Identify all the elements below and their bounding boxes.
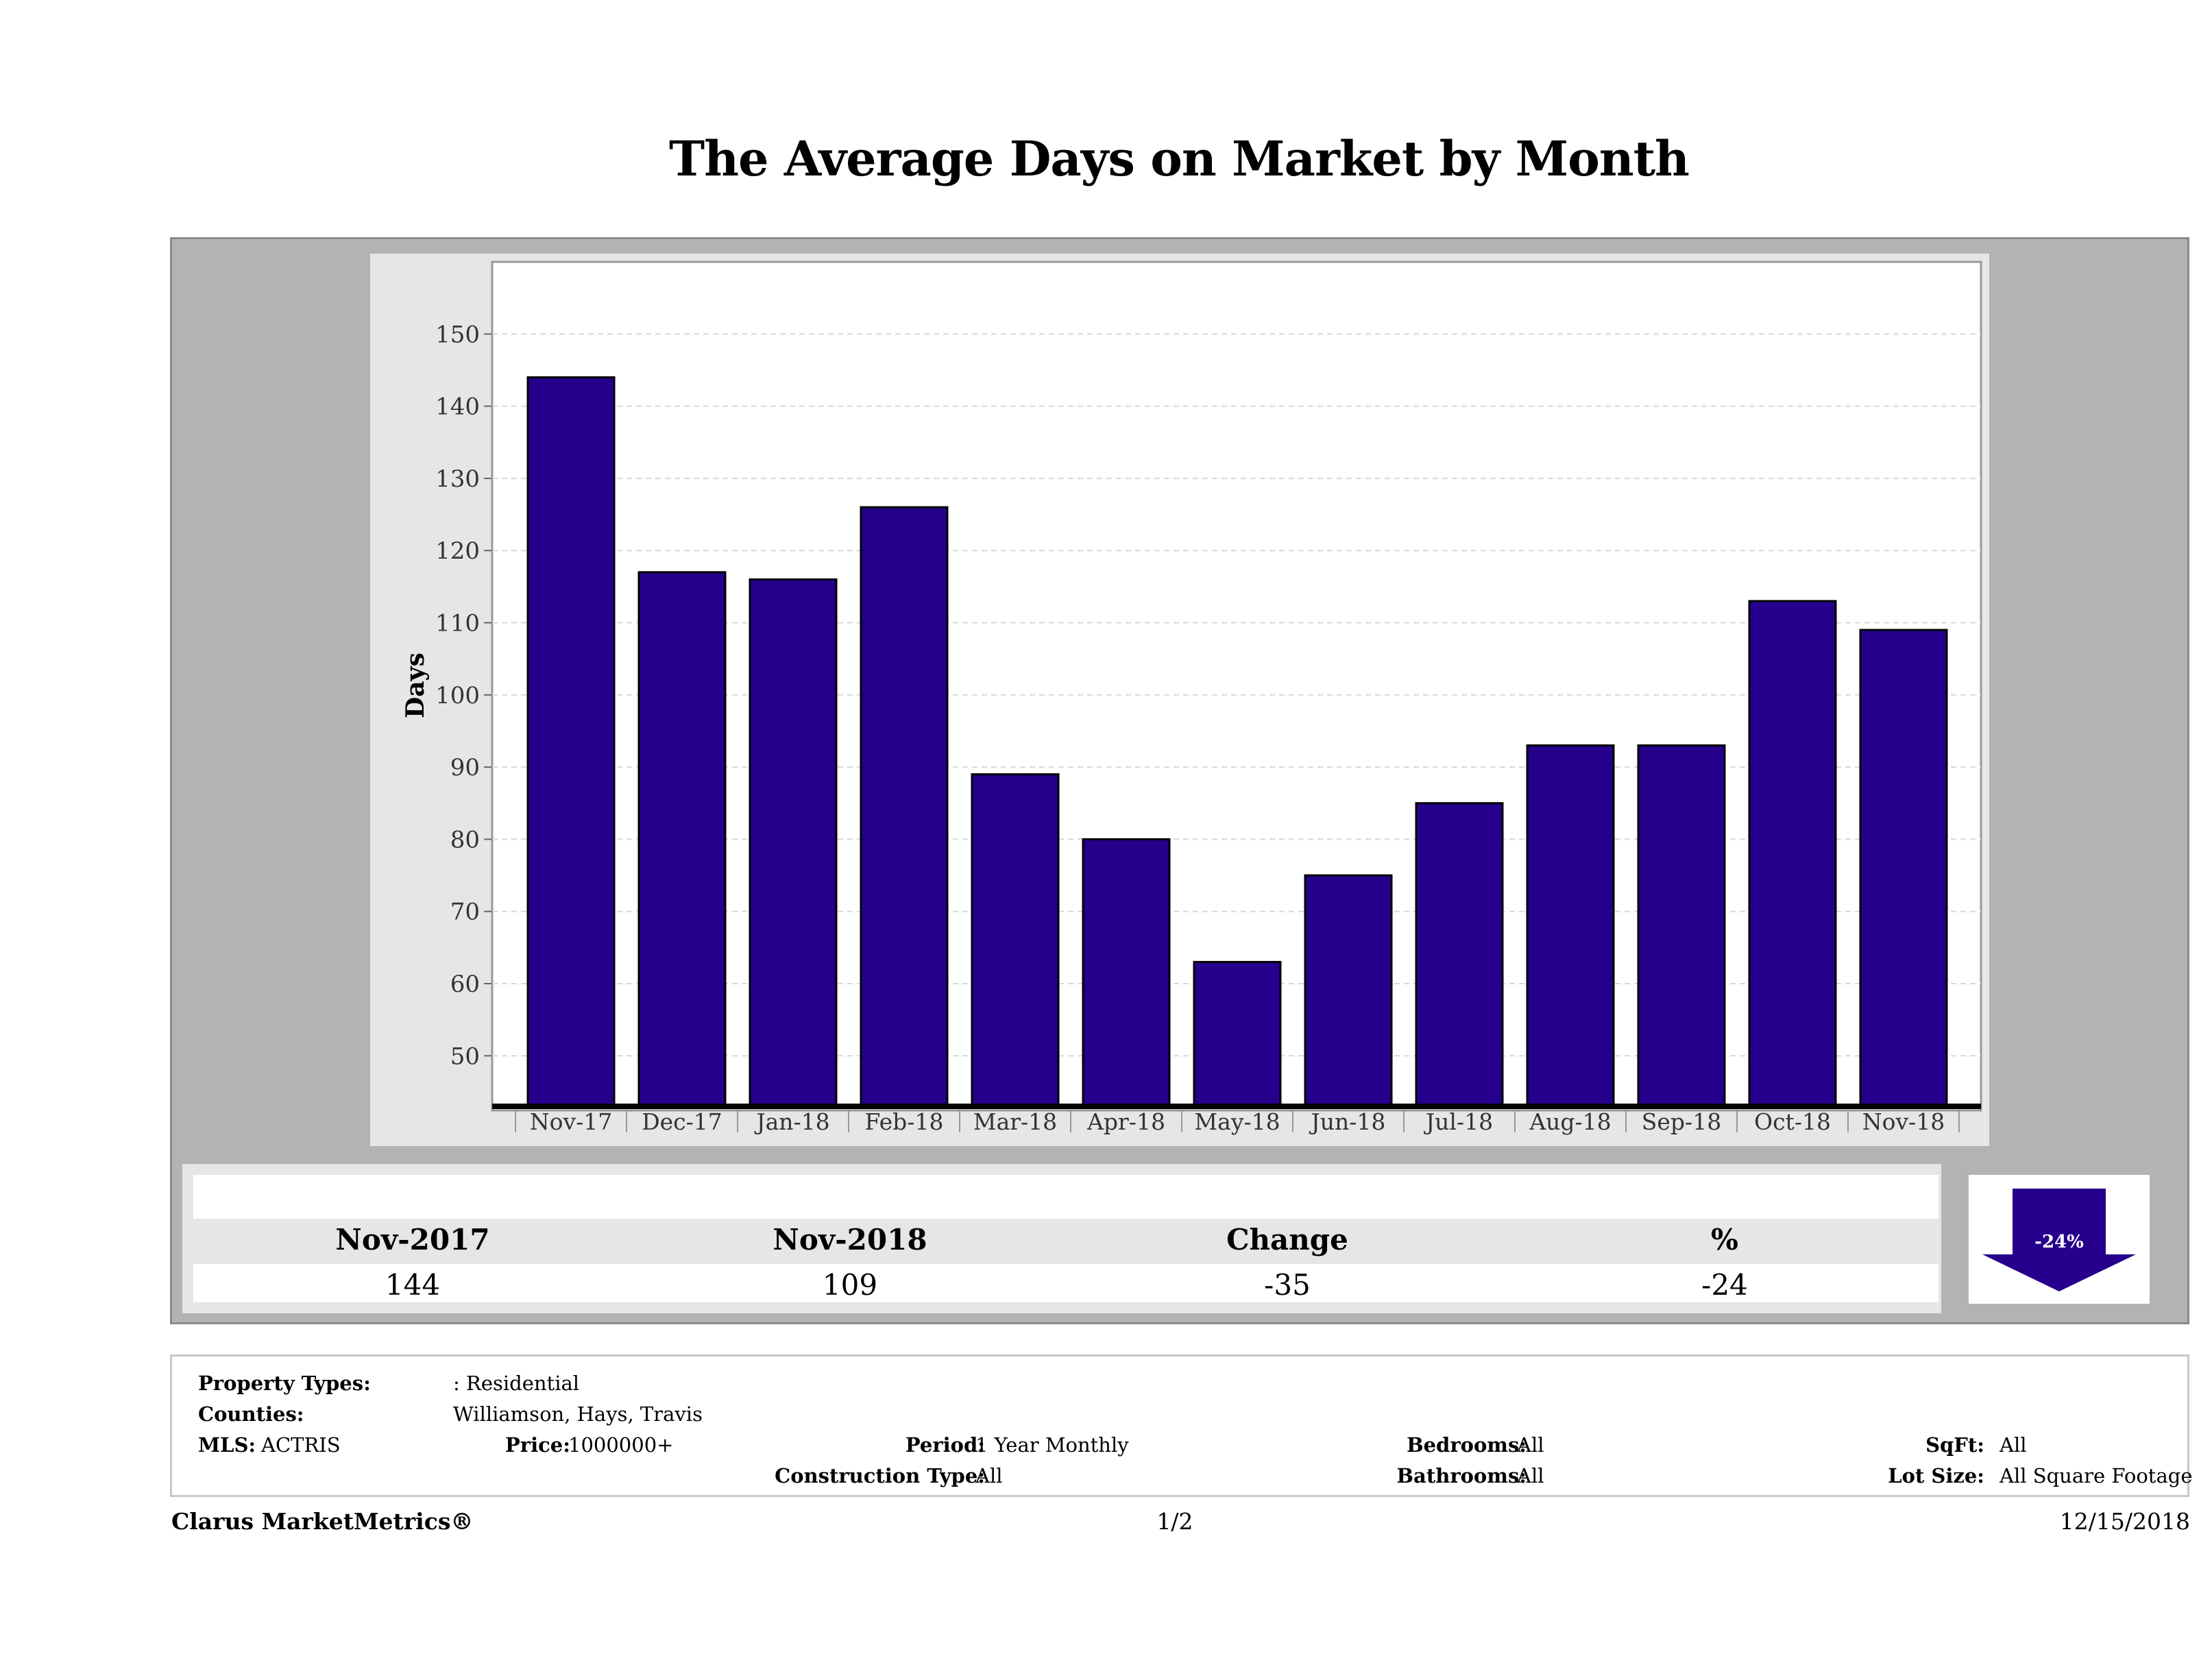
x-tick-label: Dec-17 (642, 1108, 722, 1135)
x-tick-label: May-18 (1194, 1108, 1280, 1135)
y-tick-label: 60 (450, 971, 480, 998)
x-tick-label: Sep-18 (1642, 1108, 1721, 1135)
bar-dec-17 (637, 571, 727, 1108)
x-tick-label: Oct-18 (1754, 1108, 1831, 1135)
lot-size-label: Lot Size: (1888, 1464, 1984, 1487)
bar-apr-18 (1082, 838, 1171, 1108)
bar-chart: 50 60 70 80 90 100 110 120 130 140 150 Nov-17 Dec-1… (401, 260, 1982, 1135)
price-value: 1000000+ (568, 1433, 674, 1457)
x-tick-label: Aug-18 (1529, 1108, 1611, 1135)
summary-value-strip (193, 1264, 1938, 1302)
property-types-label: Property Types: (198, 1372, 371, 1395)
footer-date: 12/15/2018 (2059, 1508, 2190, 1535)
y-tick-label: 70 (450, 899, 480, 926)
change-indicator-label: -24% (2034, 1232, 2084, 1252)
bar-jan-18 (749, 578, 838, 1108)
footer-page-number: 1/2 (1156, 1508, 1193, 1535)
change-indicator: -24% (1969, 1175, 2150, 1304)
mls-label: MLS: (198, 1433, 256, 1457)
x-tick-label: Feb-18 (865, 1108, 944, 1135)
bars (526, 376, 1948, 1108)
bar-aug-18 (1526, 744, 1615, 1108)
y-tick-label: 100 (435, 682, 480, 709)
bar-mar-18 (971, 773, 1060, 1108)
x-tick-label: Nov-18 (1862, 1108, 1945, 1135)
summary-value-start: 144 (385, 1268, 441, 1302)
summary-value-change: -35 (1264, 1268, 1311, 1302)
y-axis-label: Days (401, 653, 430, 718)
x-tick-label: Nov-17 (530, 1108, 613, 1135)
bar-nov-17 (526, 376, 616, 1108)
period-label: Period: (905, 1433, 985, 1457)
summary-header-percent: % (1711, 1223, 1738, 1256)
y-tick-label: 80 (450, 826, 480, 853)
bar-oct-18 (1748, 600, 1837, 1108)
y-tick-label: 140 (435, 393, 480, 421)
mls-value: ACTRIS (261, 1433, 341, 1457)
y-tick-label: 110 (435, 609, 480, 637)
bar-jun-18 (1304, 874, 1393, 1108)
y-tick-label: 90 (450, 754, 480, 781)
price-label: Price: (505, 1433, 570, 1457)
summary-header-start: Nov-2017 (335, 1223, 490, 1256)
x-tick-label: Apr-18 (1086, 1108, 1165, 1135)
y-tick-label: 50 (450, 1043, 480, 1070)
bathrooms-label: Bathrooms: (1396, 1464, 1527, 1487)
page-title: The Average Days on Market by Month (669, 130, 1690, 187)
search-criteria: Property Types: : Residential Counties: … (170, 1354, 2193, 1497)
counties-label: Counties: (198, 1402, 304, 1426)
x-axis-ticks: Nov-17 Dec-17 Jan-18 Feb-18 Mar-18 Apr-18 May-… (515, 1108, 1960, 1135)
bedrooms-label: Bedrooms: (1407, 1433, 1527, 1457)
summary-header-strip (193, 1175, 1938, 1219)
bar-may-18 (1193, 960, 1282, 1108)
summary-value-end: 109 (822, 1268, 878, 1302)
summary-header-change: Change (1226, 1223, 1348, 1256)
x-tick-label: Jun-18 (1309, 1108, 1386, 1135)
sqft-value: All (2000, 1433, 2027, 1457)
counties-value: Williamson, Hays, Travis (453, 1402, 703, 1426)
bar-jul-18 (1415, 802, 1504, 1108)
property-types-value: : Residential (453, 1372, 580, 1395)
lot-size-value: All Square Footage (2000, 1464, 2193, 1487)
summary-header-end: Nov-2018 (773, 1223, 927, 1256)
period-value: 1 Year Monthly (975, 1433, 1129, 1457)
y-tick-label: 120 (435, 537, 480, 565)
bar-sep-18 (1637, 744, 1726, 1108)
footer-brand: Clarus MarketMetrics® (171, 1508, 474, 1535)
bar-nov-18 (1859, 629, 1948, 1108)
construction-type-label: Construction Type: (775, 1464, 985, 1487)
y-axis-ticks: 50 60 70 80 90 100 110 120 130 140 150 (435, 321, 492, 1070)
x-tick-label: Mar-18 (973, 1108, 1057, 1135)
construction-type-value: All (975, 1464, 1003, 1487)
x-tick-label: Jan-18 (754, 1108, 829, 1135)
sqft-label: SqFt: (1925, 1433, 1984, 1457)
y-tick-label: 150 (435, 321, 480, 348)
x-tick-label: Jul-18 (1424, 1108, 1493, 1135)
bedrooms-value: All (1517, 1433, 1544, 1457)
y-tick-label: 130 (435, 465, 480, 493)
bathrooms-value: All (1517, 1464, 1544, 1487)
bar-feb-18 (860, 506, 949, 1108)
down-arrow-icon (1982, 1189, 2136, 1291)
summary-value-percent: -24 (1701, 1268, 1748, 1302)
summary-table: Nov-2017 Nov-2018 Change % 144 109 -35 -… (182, 1164, 1941, 1313)
